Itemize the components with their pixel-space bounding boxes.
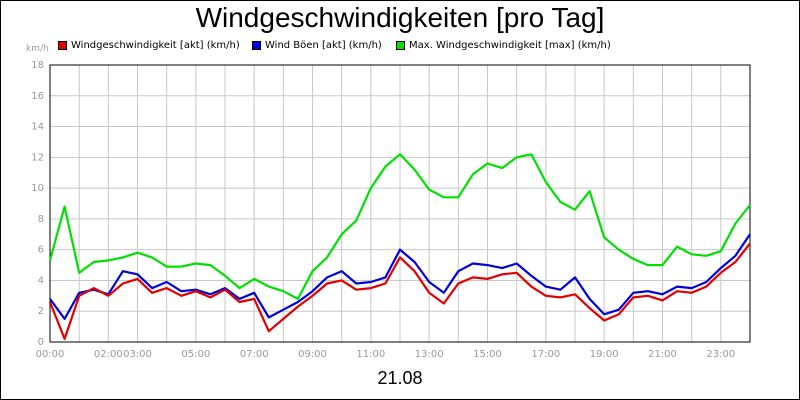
y-tick-label: 4 <box>38 275 44 286</box>
x-tick-label: 19:00 <box>590 349 619 360</box>
legend-label-wind-speed: Windgeschwindigkeit [akt] (km/h) <box>71 40 240 51</box>
y-tick-label: 12 <box>31 152 44 163</box>
series-line-gusts <box>49 233 751 320</box>
y-tick-label: 0 <box>38 337 44 348</box>
legend-swatch-max-wind <box>396 41 405 50</box>
plot-area-border <box>49 64 751 343</box>
x-tick-label: 21:00 <box>648 349 677 360</box>
x-tick-label: 15:00 <box>473 349 502 360</box>
y-tick-label: 14 <box>31 122 44 133</box>
x-tick-label: 13:00 <box>415 349 444 360</box>
date-label: 21.08 <box>377 368 423 388</box>
y-tick-label: 8 <box>38 214 44 225</box>
x-tick-label: 11:00 <box>356 349 385 360</box>
x-tick-label: 09:00 <box>298 349 327 360</box>
x-tick-label: 02:00 <box>94 349 123 360</box>
y-tick-label: 10 <box>31 183 44 194</box>
y-unit-label: km/h <box>26 44 49 54</box>
x-tick-label: 23:00 <box>706 349 735 360</box>
y-tick-label: 6 <box>38 245 44 256</box>
x-tick-label: 17:00 <box>531 349 560 360</box>
y-tick-label: 2 <box>38 306 44 317</box>
x-tick-label: 07:00 <box>240 349 269 360</box>
legend-label-gusts: Wind Böen [akt] (km/h) <box>265 40 382 51</box>
legend-swatch-gusts <box>252 41 261 50</box>
y-tick-label: 16 <box>31 91 44 102</box>
series-line-wind-speed <box>48 242 751 340</box>
legend-item-max-wind: Max. Windgeschwindigkeit [max] (km/h) <box>396 40 611 51</box>
legend-swatch-wind-speed <box>58 41 67 50</box>
legend-item-wind-speed: Windgeschwindigkeit [akt] (km/h) <box>58 40 240 51</box>
x-tick-label: 03:00 <box>123 349 152 360</box>
chart-title: Windgeschwindigkeiten [pro Tag] <box>195 2 605 33</box>
y-tick-label: 18 <box>31 60 44 71</box>
x-tick-label: 05:00 <box>181 349 210 360</box>
x-tick-label: 00:00 <box>36 349 65 360</box>
legend-item-gusts: Wind Böen [akt] (km/h) <box>252 40 382 51</box>
legend-label-max-wind: Max. Windgeschwindigkeit [max] (km/h) <box>409 40 611 51</box>
series-line-max-wind <box>48 153 751 300</box>
